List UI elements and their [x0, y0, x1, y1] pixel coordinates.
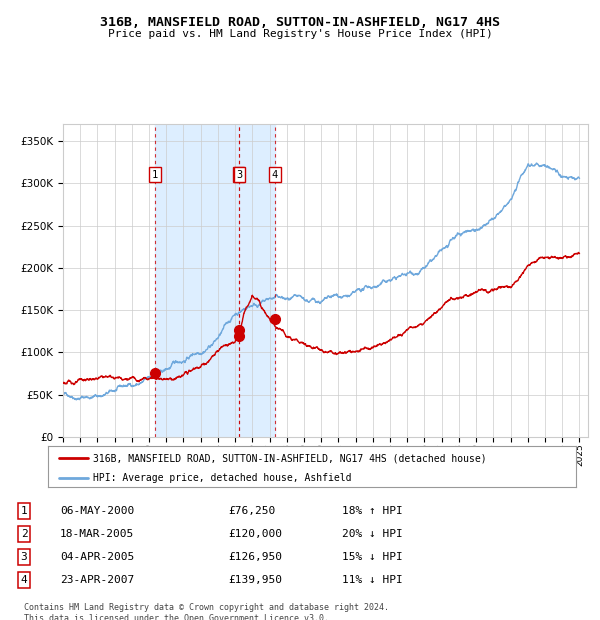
- Text: 11% ↓ HPI: 11% ↓ HPI: [342, 575, 403, 585]
- Text: 2: 2: [236, 170, 242, 180]
- Text: 06-MAY-2000: 06-MAY-2000: [60, 506, 134, 516]
- Text: 3: 3: [236, 170, 242, 180]
- Text: This data is licensed under the Open Government Licence v3.0.: This data is licensed under the Open Gov…: [24, 614, 329, 620]
- Text: 04-APR-2005: 04-APR-2005: [60, 552, 134, 562]
- Text: 1: 1: [152, 170, 158, 180]
- Text: 18% ↑ HPI: 18% ↑ HPI: [342, 506, 403, 516]
- Bar: [155, 124, 275, 437]
- Text: 15% ↓ HPI: 15% ↓ HPI: [342, 552, 403, 562]
- Text: 20% ↓ HPI: 20% ↓ HPI: [342, 529, 403, 539]
- Text: £120,000: £120,000: [228, 529, 282, 539]
- Text: HPI: Average price, detached house, Ashfield: HPI: Average price, detached house, Ashf…: [93, 473, 352, 483]
- Text: Contains HM Land Registry data © Crown copyright and database right 2024.: Contains HM Land Registry data © Crown c…: [24, 603, 389, 612]
- Text: £126,950: £126,950: [228, 552, 282, 562]
- Text: 3: 3: [20, 552, 28, 562]
- Text: 2: 2: [20, 529, 28, 539]
- Text: 23-APR-2007: 23-APR-2007: [60, 575, 134, 585]
- Text: 316B, MANSFIELD ROAD, SUTTON-IN-ASHFIELD, NG17 4HS (detached house): 316B, MANSFIELD ROAD, SUTTON-IN-ASHFIELD…: [93, 453, 487, 464]
- Text: 1: 1: [20, 506, 28, 516]
- Text: £76,250: £76,250: [228, 506, 275, 516]
- Text: Price paid vs. HM Land Registry's House Price Index (HPI): Price paid vs. HM Land Registry's House …: [107, 29, 493, 39]
- Text: £139,950: £139,950: [228, 575, 282, 585]
- Text: 18-MAR-2005: 18-MAR-2005: [60, 529, 134, 539]
- Text: 4: 4: [272, 170, 278, 180]
- Text: 316B, MANSFIELD ROAD, SUTTON-IN-ASHFIELD, NG17 4HS: 316B, MANSFIELD ROAD, SUTTON-IN-ASHFIELD…: [100, 16, 500, 29]
- Text: 4: 4: [20, 575, 28, 585]
